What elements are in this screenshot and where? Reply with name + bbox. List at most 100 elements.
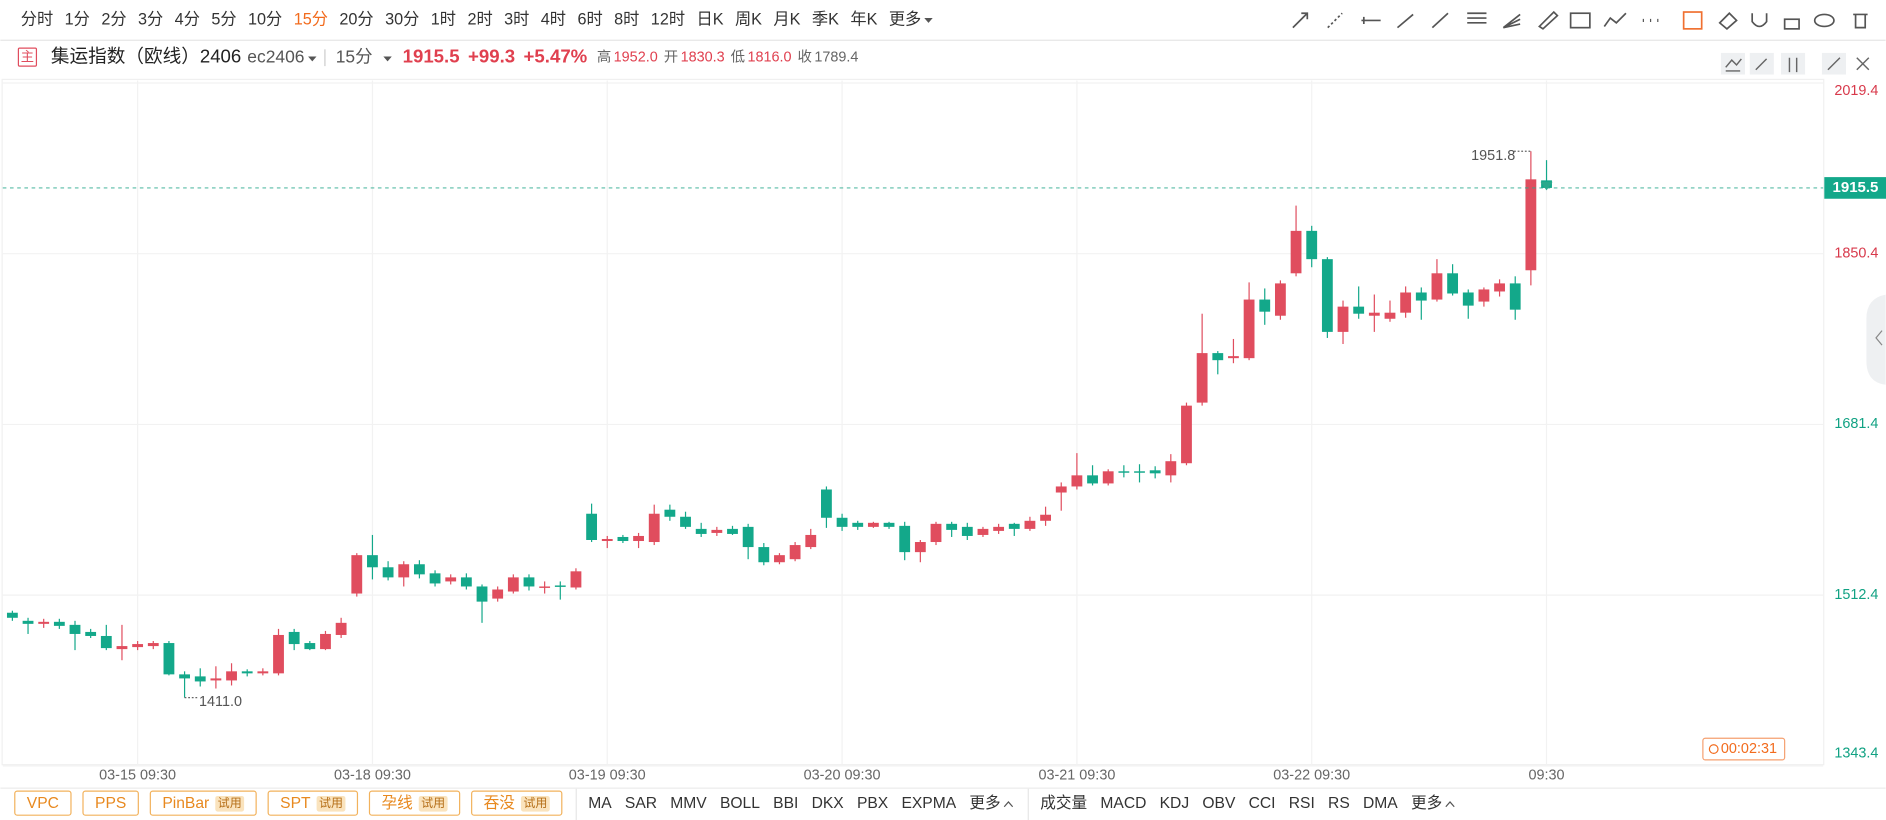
pattern-name[interactable]: VPC [27, 795, 59, 812]
indicator[interactable]: MA [588, 795, 612, 812]
indicator[interactable]: DKX [812, 795, 845, 812]
drawing-tools[interactable] [1292, 10, 1868, 30]
indicator[interactable]: EXPMA [901, 795, 956, 812]
interval-tab[interactable]: 分时 [21, 11, 53, 29]
interval-tab[interactable]: 12时 [651, 11, 685, 29]
tool-delete[interactable] [1853, 13, 1868, 29]
candle-body [1478, 289, 1490, 302]
candle-body [1181, 405, 1192, 464]
pattern-button[interactable] [14, 790, 72, 816]
interval-tab[interactable]: 5分 [211, 11, 236, 29]
candle-body [1290, 230, 1302, 274]
price-change: +99.3 [468, 46, 515, 67]
indicator[interactable]: SAR [625, 795, 657, 812]
indicator[interactable]: KDJ [1160, 795, 1190, 812]
y-tick-label: 2019.4 [1834, 83, 1878, 99]
indicator[interactable]: DMA [1363, 795, 1398, 812]
symbol-caret[interactable] [308, 56, 317, 62]
indicator[interactable]: CCI [1249, 795, 1276, 812]
indicator[interactable]: 成交量 [1040, 794, 1087, 812]
tool-segment[interactable] [1396, 13, 1414, 29]
indicator[interactable]: MMV [670, 795, 707, 812]
ctrl-bg[interactable] [1781, 52, 1806, 75]
ctrl-candle[interactable] [1788, 57, 1798, 73]
interval-tab[interactable]: 6时 [577, 11, 602, 29]
ctrl-indicator[interactable] [1725, 58, 1742, 72]
candle-body [1134, 471, 1145, 473]
chart-controls[interactable] [1720, 52, 1870, 75]
side-panel-toggle[interactable] [1866, 294, 1886, 385]
candle-body [914, 542, 926, 553]
interval-tab[interactable]: 8时 [614, 11, 639, 29]
last-price-tag-text: 1915.5 [1832, 179, 1878, 196]
candle-body [1259, 299, 1271, 312]
indicator[interactable]: RS [1328, 795, 1350, 812]
interval-tab[interactable]: 3分 [138, 11, 163, 29]
interval-tab[interactable]: 日K [696, 11, 723, 29]
interval-tab[interactable]: 10分 [248, 11, 282, 29]
interval-tab[interactable]: 周K [735, 11, 762, 29]
candle-body [883, 522, 895, 527]
candle-body [1243, 299, 1255, 359]
interval-tab[interactable]: 更多 [889, 11, 921, 29]
tool-magnet[interactable] [1751, 13, 1768, 28]
indicator[interactable]: 更多 [969, 794, 1000, 812]
interval-caret[interactable] [383, 56, 392, 62]
pattern-name[interactable]: 吞没 [484, 794, 516, 812]
interval-tab[interactable]: 4时 [541, 11, 566, 29]
interval-tab[interactable]: 月K [773, 11, 800, 29]
interval-tab[interactable]: 4分 [175, 11, 200, 29]
side-arrow[interactable] [1875, 330, 1883, 346]
ctrl-draw[interactable] [1755, 58, 1768, 71]
candle-body [899, 525, 911, 553]
candle-body [961, 526, 973, 536]
indicator[interactable]: MACD [1100, 795, 1146, 812]
indicator[interactable]: BOLL [720, 795, 760, 812]
tool-brush[interactable] [1538, 10, 1559, 30]
indicator[interactable]: RSI [1289, 795, 1315, 812]
indicator[interactable]: OBV [1202, 795, 1236, 812]
interval-tab[interactable]: 季K [812, 11, 839, 29]
interval-tab[interactable]: 3时 [504, 11, 529, 29]
candle-body [1494, 283, 1505, 292]
tool-arrow[interactable] [1292, 12, 1309, 29]
pattern-name[interactable]: PPS [95, 795, 126, 812]
tool-fan[interactable] [1502, 13, 1521, 29]
indicator[interactable]: PBX [857, 795, 889, 812]
pattern-name[interactable]: 孕线 [382, 794, 414, 812]
candle-body [38, 621, 50, 624]
tool-eraser[interactable] [1718, 12, 1738, 30]
pattern-name[interactable]: PinBar [162, 795, 209, 812]
interval-tab[interactable]: 15分 [294, 11, 328, 29]
interval: 15分 [336, 46, 373, 66]
indicator[interactable]: 更多 [1411, 794, 1442, 812]
trial-badge [418, 795, 448, 812]
tool-pen[interactable] [1431, 12, 1449, 29]
pattern-name[interactable]: SPT [280, 795, 311, 812]
stat-label: 低 [731, 49, 745, 66]
tool-trend[interactable] [1603, 12, 1627, 27]
candle-body [867, 522, 879, 527]
ctrl-bg[interactable] [1720, 52, 1745, 75]
tool-edit[interactable] [1682, 11, 1703, 30]
interval-tab[interactable]: 2时 [467, 11, 492, 29]
tool-ray[interactable] [1327, 12, 1343, 29]
candle-body [492, 589, 504, 599]
ctrl-fullscreen[interactable] [1827, 57, 1841, 71]
interval-tab[interactable]: 20分 [339, 11, 373, 29]
interval-tab[interactable]: 30分 [385, 11, 419, 29]
ctrl-close[interactable] [1856, 57, 1870, 71]
tool-visible[interactable] [1813, 13, 1835, 28]
min-label: 1411.0 [199, 694, 242, 710]
interval-tab[interactable]: 年K [850, 11, 877, 29]
interval-tab[interactable]: 2分 [101, 11, 126, 29]
y-tick-label: 1850.4 [1834, 246, 1878, 262]
pattern-button[interactable] [82, 790, 139, 816]
tool-fib[interactable] [1467, 12, 1487, 24]
tool-lock[interactable] [1783, 18, 1800, 30]
interval-tab[interactable]: 1分 [65, 11, 90, 29]
tool-image[interactable] [1569, 12, 1591, 29]
indicator[interactable]: BBI [773, 795, 798, 812]
interval-tab[interactable]: 1时 [431, 11, 456, 29]
tool-hline[interactable] [1361, 16, 1381, 25]
